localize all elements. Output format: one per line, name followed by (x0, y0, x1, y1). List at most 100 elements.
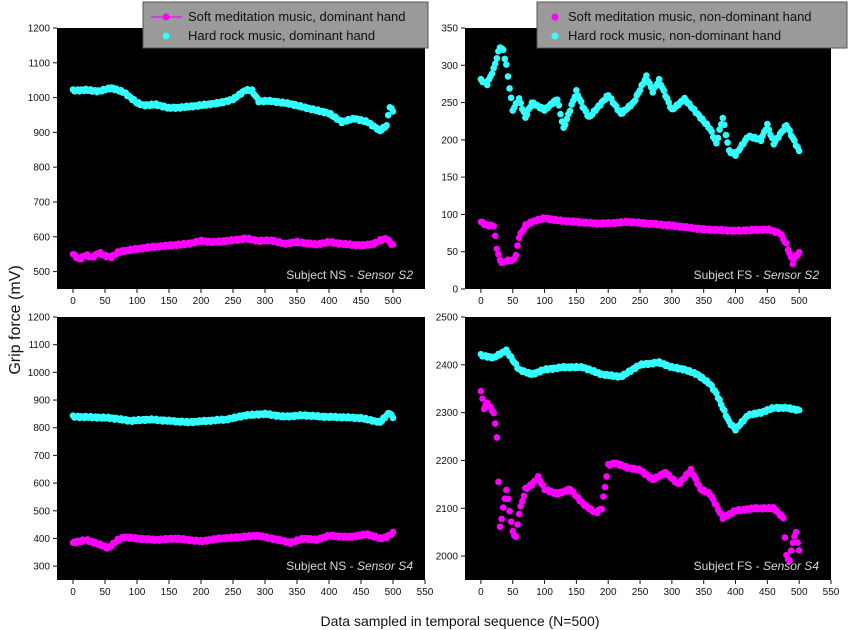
x-tick-label: 300 (257, 587, 274, 598)
data-point (504, 73, 512, 80)
x-tick-label: 0 (478, 587, 484, 598)
y-tick-label: 500 (33, 267, 50, 278)
x-tick-label: 500 (791, 587, 808, 598)
data-point (501, 55, 509, 63)
data-point (512, 251, 520, 259)
data-point (479, 395, 486, 403)
x-tick-label: 300 (664, 296, 681, 307)
data-point (786, 557, 793, 565)
x-tick-label: 400 (321, 587, 338, 598)
data-point (499, 46, 507, 54)
y-tick-label: 1200 (28, 313, 51, 324)
data-point (603, 473, 610, 480)
legend-label-soft-dominant: Soft meditation music, dominant hand (188, 9, 406, 24)
data-point (765, 126, 773, 134)
y-tick-label: 200 (441, 135, 458, 146)
y-tick-label: 600 (33, 479, 50, 490)
series-hard-rock (69, 409, 397, 427)
data-point (499, 504, 507, 511)
series-soft-meditation (69, 234, 397, 263)
legend-label-hard-dominant: Hard rock music, dominant hand (188, 28, 375, 43)
panel-label-subject: Subject NS - (286, 268, 357, 282)
data-point (789, 539, 797, 547)
data-point (786, 127, 793, 134)
plot-area (465, 28, 831, 289)
y-tick-label: 800 (33, 163, 50, 174)
x-tick-label: 500 (385, 296, 402, 307)
data-point (506, 507, 513, 515)
x-tick-label: 500 (385, 587, 402, 598)
y-tick-label: 350 (441, 24, 458, 35)
y-tick-label: 2300 (436, 408, 459, 419)
y-tick-label: 700 (33, 451, 50, 462)
legend-marker-hard (551, 32, 559, 40)
legend-label-hard-nondominant: Hard rock music, non-dominant hand (568, 28, 781, 43)
y-tick-label: 50 (447, 247, 459, 258)
x-tick-label: 0 (478, 296, 484, 307)
y-tick-label: 1000 (28, 93, 51, 104)
x-tick-label: 450 (353, 296, 370, 307)
legend-background (536, 1, 848, 49)
series-hard-rock (477, 44, 803, 159)
data-point (389, 241, 397, 248)
data-point (795, 248, 803, 256)
panel-label: Subject FS - Sensor S2 (694, 268, 820, 282)
data-point (493, 54, 501, 62)
y-tick-label: 700 (33, 198, 50, 209)
data-point (493, 434, 501, 441)
series-hard-rock (477, 346, 803, 434)
legend-top-right: Soft meditation music, non-dominant hand… (536, 1, 848, 49)
x-tick-label: 250 (632, 296, 649, 307)
data-point (554, 96, 561, 104)
data-point (566, 107, 574, 115)
y-tick-label: 0 (452, 285, 458, 296)
data-point (491, 60, 499, 68)
data-point (490, 222, 497, 230)
data-point (389, 414, 397, 422)
y-tick-label: 2500 (436, 313, 459, 324)
data-point (781, 534, 789, 541)
data-point (490, 409, 497, 417)
panel-label-subject: Subject NS - (286, 559, 357, 573)
panel-label: Subject NS - Sensor S2 (286, 268, 413, 282)
data-point (503, 486, 510, 494)
x-tick-label: 50 (99, 587, 111, 598)
data-point (757, 137, 765, 145)
data-point (655, 75, 663, 83)
data-point (795, 147, 803, 155)
data-point (643, 72, 650, 79)
data-point (719, 114, 727, 122)
x-tick-label: 450 (353, 587, 370, 598)
y-tick-label: 900 (33, 128, 50, 139)
x-tick-label: 150 (161, 587, 178, 598)
data-point (721, 121, 728, 129)
data-point (517, 99, 524, 107)
x-tick-label: 450 (759, 296, 776, 307)
data-point (518, 497, 526, 505)
x-tick-label: 200 (600, 587, 617, 598)
x-tick-label: 450 (759, 587, 776, 598)
data-point (601, 483, 609, 491)
panel-label-subject: Subject FS - (694, 559, 763, 573)
data-point (523, 111, 531, 118)
data-point (495, 478, 502, 486)
y-tick-label: 800 (33, 423, 50, 434)
y-tick-label: 300 (33, 562, 50, 573)
panel-label-sensor: Sensor S2 (357, 268, 413, 282)
data-point (488, 70, 496, 77)
y-tick-label: 2200 (436, 456, 459, 467)
data-point (512, 533, 520, 540)
x-tick-label: 550 (417, 587, 434, 598)
data-point (496, 523, 504, 531)
data-point (389, 528, 397, 536)
x-tick-label: 100 (129, 296, 146, 307)
data-point (794, 539, 801, 546)
data-point (483, 81, 491, 89)
data-point (504, 495, 512, 503)
y-tick-label: 100 (441, 210, 458, 221)
y-tick-label: 600 (33, 232, 50, 243)
x-tick-label: 200 (193, 296, 210, 307)
data-point (477, 387, 485, 395)
legend-marker-soft (551, 13, 559, 21)
